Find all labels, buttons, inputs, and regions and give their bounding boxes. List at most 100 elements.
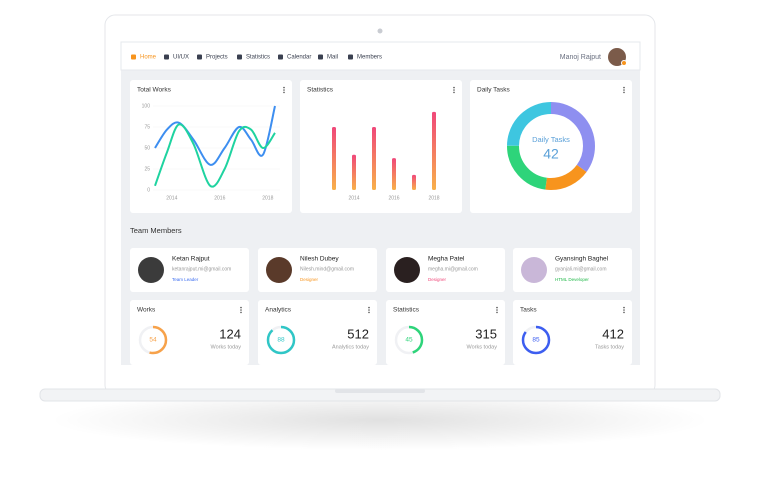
member-role: Team Leader	[172, 277, 199, 282]
nav-item[interactable]: Statistics	[246, 55, 270, 61]
nav-icon	[318, 54, 323, 60]
nav-bar	[120, 41, 641, 71]
bar	[332, 127, 336, 190]
nav-item[interactable]: Members	[357, 55, 382, 61]
member-email: megha.mi@gmail.com	[428, 266, 478, 272]
bar	[392, 158, 396, 190]
menu-dot	[368, 306, 370, 309]
bar	[412, 174, 416, 190]
member-avatar	[521, 257, 547, 283]
nav-icon	[164, 54, 169, 60]
line-series	[154, 105, 276, 166]
nav-icon	[237, 54, 242, 60]
menu-dot	[240, 309, 242, 311]
stat-value: 512	[347, 326, 369, 341]
card-title: Tasks	[520, 307, 537, 314]
nav-item[interactable]: Projects	[206, 55, 228, 61]
nav-icon	[131, 54, 136, 60]
menu-dot	[453, 89, 455, 91]
card	[513, 248, 632, 292]
donut-label: Daily Tasks	[532, 135, 570, 144]
menu-dot	[623, 86, 625, 89]
member-avatar	[266, 257, 292, 283]
card	[258, 248, 377, 292]
x-tick-label: 2014	[348, 195, 359, 201]
y-tick-label: 50	[144, 145, 150, 151]
bar	[432, 111, 436, 190]
nav-item[interactable]: Mail	[327, 55, 338, 61]
user-name: Manoj Rajput	[560, 54, 601, 61]
nav-item[interactable]: UI/UX	[173, 55, 189, 61]
y-tick-label: 25	[144, 166, 150, 172]
x-tick-label: 2016	[388, 195, 399, 201]
ring-label: 88	[277, 337, 285, 344]
menu-dot	[453, 91, 455, 94]
ring-progress	[266, 325, 296, 355]
card	[130, 80, 292, 213]
ring-label: 45	[405, 337, 413, 344]
ring-progress	[138, 325, 168, 355]
member-email: ketanrajput.mi@gmail.com	[172, 266, 231, 272]
menu-dot	[623, 311, 625, 314]
y-tick-label: 0	[147, 187, 150, 193]
menu-dot	[283, 89, 285, 91]
nav-item[interactable]: Home	[140, 55, 157, 61]
menu-dot	[623, 89, 625, 91]
menu-dot	[623, 91, 625, 94]
stat-label: Analytics today	[332, 344, 369, 350]
laptop-shadow	[50, 390, 710, 450]
camera	[377, 28, 383, 34]
card	[130, 248, 249, 292]
card-title: Daily Tasks	[477, 87, 511, 94]
card-title: Total Works	[137, 87, 172, 94]
nav-icon	[278, 54, 283, 60]
nav-icon	[348, 54, 353, 60]
member-email: gyanjali.mi@gmail.com	[555, 266, 606, 272]
menu-dot	[368, 311, 370, 314]
member-role: HTML Developer	[555, 277, 589, 282]
section-title: Team Members	[130, 226, 182, 235]
member-avatar	[394, 257, 420, 283]
menu-dot	[453, 86, 455, 89]
stat-label: Works today	[211, 344, 242, 350]
member-role: Designer	[428, 277, 447, 282]
menu-dot	[496, 311, 498, 314]
member-name: Nilesh Dubey	[300, 256, 339, 263]
bar	[352, 154, 356, 190]
member-avatar	[138, 257, 164, 283]
member-name: Gyansingh Baghel	[555, 256, 609, 263]
card-title: Works	[137, 307, 156, 314]
member-email: Nilesh.mind@gmail.com	[300, 266, 354, 272]
card	[300, 80, 462, 213]
bar	[372, 127, 376, 190]
donut-segment	[507, 102, 595, 190]
ring-progress	[394, 325, 424, 355]
nav-icon	[197, 54, 202, 60]
menu-dot	[283, 86, 285, 89]
menu-dot	[240, 311, 242, 314]
line-series	[154, 123, 276, 188]
x-tick-label: 2018	[262, 195, 273, 201]
menu-dot	[496, 309, 498, 311]
ring-progress	[521, 325, 551, 355]
stat-label: Works today	[467, 344, 498, 350]
card	[130, 300, 249, 365]
card	[470, 80, 632, 213]
menu-dot	[283, 91, 285, 94]
member-role: Designer	[300, 277, 319, 282]
nav-item[interactable]: Calendar	[287, 55, 311, 61]
y-tick-label: 75	[144, 124, 150, 130]
card	[386, 248, 505, 292]
card	[513, 300, 632, 365]
member-name: Megha Patel	[428, 256, 465, 263]
card-title: Statistics	[307, 87, 334, 94]
donut-segment	[507, 102, 595, 190]
laptop-notch	[335, 389, 425, 393]
status-dot	[621, 60, 627, 66]
menu-dot	[368, 309, 370, 311]
stat-value: 315	[475, 326, 497, 341]
x-tick-label: 2016	[214, 195, 225, 201]
stat-label: Tasks today	[595, 344, 624, 350]
card-title: Analytics	[265, 307, 292, 314]
